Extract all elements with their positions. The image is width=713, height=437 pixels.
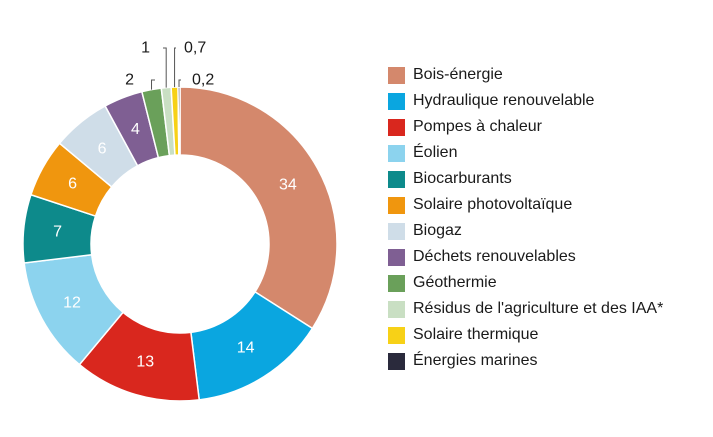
legend-swatch <box>388 196 405 214</box>
slice-label-solaire-photovoltaique: 6 <box>68 176 77 193</box>
leader-line-solaire-thermique <box>174 47 176 88</box>
legend-item-residus-de-l-agriculture-et-des-iaa: Résidus de l'agriculture et des IAA* <box>388 296 663 322</box>
legend-item-energies-marines: Énergies marines <box>388 348 663 374</box>
slice-label-hydraulique-renouvelable: 14 <box>237 340 255 357</box>
legend-item-hydraulique-renouvelable: Hydraulique renouvelable <box>388 88 663 114</box>
slice-labels: 34 14 13 12 7 6 6 4 <box>53 121 297 371</box>
legend-label: Biocarburants <box>413 170 512 187</box>
legend-item-pompes-a-chaleur: Pompes à chaleur <box>388 114 663 140</box>
legend-swatch <box>388 66 405 84</box>
legend-label: Géothermie <box>413 274 497 291</box>
legend-swatch <box>388 352 405 370</box>
legend-label: Hydraulique renouvelable <box>413 92 595 109</box>
legend-label: Biogaz <box>413 222 462 239</box>
callout-label-solaire-thermique: 0,7 <box>184 40 206 57</box>
donut-chart: 34 14 13 12 7 6 6 4 21 0,7 0,2 <box>22 40 338 402</box>
legend-label: Pompes à chaleur <box>413 118 542 135</box>
legend-swatch <box>388 170 405 188</box>
slice-bois-energie <box>179 86 338 330</box>
legend-item-bois-energie: Bois-énergie <box>388 62 663 88</box>
legend-label: Solaire thermique <box>413 326 539 343</box>
legend-item-biogaz: Biogaz <box>388 218 663 244</box>
slice-label-dechets-renouvelables: 4 <box>131 121 140 138</box>
legend-item-dechets-renouvelables: Déchets renouvelables <box>388 244 663 270</box>
legend-swatch <box>388 300 405 318</box>
legend-label: Solaire photovoltaïque <box>413 196 573 213</box>
slice-label-bois-energie: 34 <box>279 176 297 193</box>
legend: Bois-énergie Hydraulique renouvelable Pomp… <box>388 62 663 374</box>
leader-line-residus-de-l-agriculture-et-des-iaa <box>163 47 167 88</box>
legend-swatch <box>388 144 405 162</box>
slice-label-biocarburants: 7 <box>53 223 62 240</box>
legend-swatch <box>388 248 405 266</box>
callout-label-geothermie: 2 <box>125 72 134 89</box>
outer-callout-labels: 21 0,7 0,2 <box>125 40 214 90</box>
legend-label: Déchets renouvelables <box>413 248 576 265</box>
legend-item-eolien: Éolien <box>388 140 663 166</box>
legend-item-solaire-thermique: Solaire thermique <box>388 322 663 348</box>
legend-swatch <box>388 118 405 136</box>
legend-item-geothermie: Géothermie <box>388 270 663 296</box>
legend-swatch <box>388 274 405 292</box>
legend-item-solaire-photovoltaique: Solaire photovoltaïque <box>388 192 663 218</box>
leader-line-geothermie <box>151 79 155 90</box>
slice-label-pompes-a-chaleur: 13 <box>136 353 154 370</box>
legend-swatch <box>388 326 405 344</box>
legend-item-biocarburants: Biocarburants <box>388 166 663 192</box>
donut-slices <box>22 86 338 402</box>
legend-label: Bois-énergie <box>413 66 503 83</box>
legend-label: Résidus de l'agriculture et des IAA* <box>413 300 664 317</box>
legend-swatch <box>388 92 405 110</box>
callout-label-residus-de-l-agriculture-et-des-iaa: 1 <box>141 40 150 57</box>
slice-label-biogaz: 6 <box>98 140 107 157</box>
slice-energies-marines <box>177 86 181 156</box>
callout-label-energies-marines: 0,2 <box>192 72 214 89</box>
legend-label: Éolien <box>413 144 458 161</box>
legend-swatch <box>388 222 405 240</box>
legend-label: Énergies marines <box>413 352 538 369</box>
leader-line-energies-marines <box>178 79 181 88</box>
slice-label-eolien: 12 <box>63 294 81 311</box>
